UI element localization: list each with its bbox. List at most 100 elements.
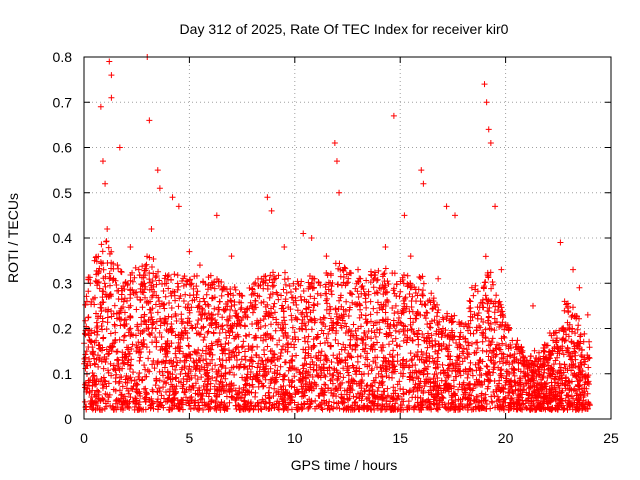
data-point xyxy=(574,342,581,349)
data-point xyxy=(127,287,134,294)
data-point xyxy=(564,399,571,406)
data-point xyxy=(258,275,265,282)
data-point xyxy=(496,386,503,393)
data-point xyxy=(423,350,430,357)
data-point xyxy=(307,309,314,316)
data-point xyxy=(480,284,487,291)
data-point xyxy=(318,348,325,355)
data-point xyxy=(527,378,534,385)
data-point xyxy=(542,342,549,349)
data-point xyxy=(310,342,317,349)
data-point xyxy=(259,383,266,390)
data-point xyxy=(415,341,422,348)
data-point xyxy=(266,294,273,301)
data-point xyxy=(291,344,298,351)
data-point xyxy=(445,362,452,369)
data-point xyxy=(370,341,377,348)
data-point xyxy=(136,370,143,377)
data-point xyxy=(128,377,135,384)
x-tick-label: 0 xyxy=(80,430,88,446)
data-point xyxy=(94,388,101,395)
data-point xyxy=(472,381,479,388)
data-point xyxy=(409,308,416,315)
data-point xyxy=(152,382,159,389)
y-tick-label: 0 xyxy=(64,411,72,427)
data-point xyxy=(561,405,568,412)
data-point xyxy=(487,320,494,327)
chart-title: Day 312 of 2025, Rate Of TEC Index for r… xyxy=(180,21,509,37)
data-point xyxy=(390,112,397,119)
data-point xyxy=(137,393,144,400)
data-point xyxy=(332,305,339,312)
data-point xyxy=(117,268,124,275)
data-point xyxy=(254,319,261,326)
data-point xyxy=(472,361,479,368)
data-point xyxy=(472,282,479,289)
data-point xyxy=(112,366,119,373)
data-point xyxy=(486,337,493,344)
data-point xyxy=(414,333,421,340)
data-point xyxy=(570,266,577,273)
data-point xyxy=(414,387,421,394)
data-point xyxy=(222,306,229,313)
data-point xyxy=(178,320,185,327)
data-point xyxy=(382,265,389,272)
data-point xyxy=(85,332,92,339)
data-point xyxy=(201,364,208,371)
data-point xyxy=(140,327,147,334)
data-point xyxy=(350,321,357,328)
data-point xyxy=(121,317,128,324)
data-point xyxy=(172,350,179,357)
data-point xyxy=(201,378,208,385)
data-point xyxy=(203,356,210,363)
data-point xyxy=(121,309,128,316)
data-point xyxy=(125,304,132,311)
data-point xyxy=(263,336,270,343)
data-point xyxy=(203,343,210,350)
data-point xyxy=(195,391,202,398)
data-point xyxy=(98,322,105,329)
data-point xyxy=(387,398,394,405)
data-point xyxy=(318,327,325,334)
data-point xyxy=(225,291,232,298)
data-point xyxy=(142,294,149,301)
data-point xyxy=(363,277,370,284)
data-point xyxy=(242,357,249,364)
data-point xyxy=(432,337,439,344)
data-point xyxy=(512,382,519,389)
data-point xyxy=(429,343,436,350)
data-point xyxy=(336,405,343,412)
data-point xyxy=(139,263,146,270)
data-point xyxy=(352,342,359,349)
data-point xyxy=(396,328,403,335)
data-point xyxy=(146,276,153,283)
data-point xyxy=(581,330,588,337)
data-point xyxy=(280,286,287,293)
data-point xyxy=(169,194,176,201)
data-point xyxy=(335,340,342,347)
data-point xyxy=(236,385,243,392)
data-point xyxy=(138,314,145,321)
data-point xyxy=(282,372,289,379)
data-point xyxy=(271,401,278,408)
data-point xyxy=(148,225,155,232)
data-point xyxy=(457,334,464,341)
data-point xyxy=(373,319,380,326)
data-point xyxy=(206,350,213,357)
data-point xyxy=(106,270,113,277)
data-point xyxy=(231,353,238,360)
data-point xyxy=(139,304,146,311)
data-point xyxy=(121,360,128,367)
data-point xyxy=(116,144,123,151)
data-point xyxy=(349,332,356,339)
data-point xyxy=(550,361,557,368)
data-point xyxy=(94,313,101,320)
data-point xyxy=(241,392,248,399)
data-point xyxy=(300,365,307,372)
data-point xyxy=(122,279,129,286)
data-point xyxy=(238,292,245,299)
data-point xyxy=(364,382,371,389)
data-point xyxy=(540,353,547,360)
data-point xyxy=(194,288,201,295)
data-point xyxy=(410,377,417,384)
